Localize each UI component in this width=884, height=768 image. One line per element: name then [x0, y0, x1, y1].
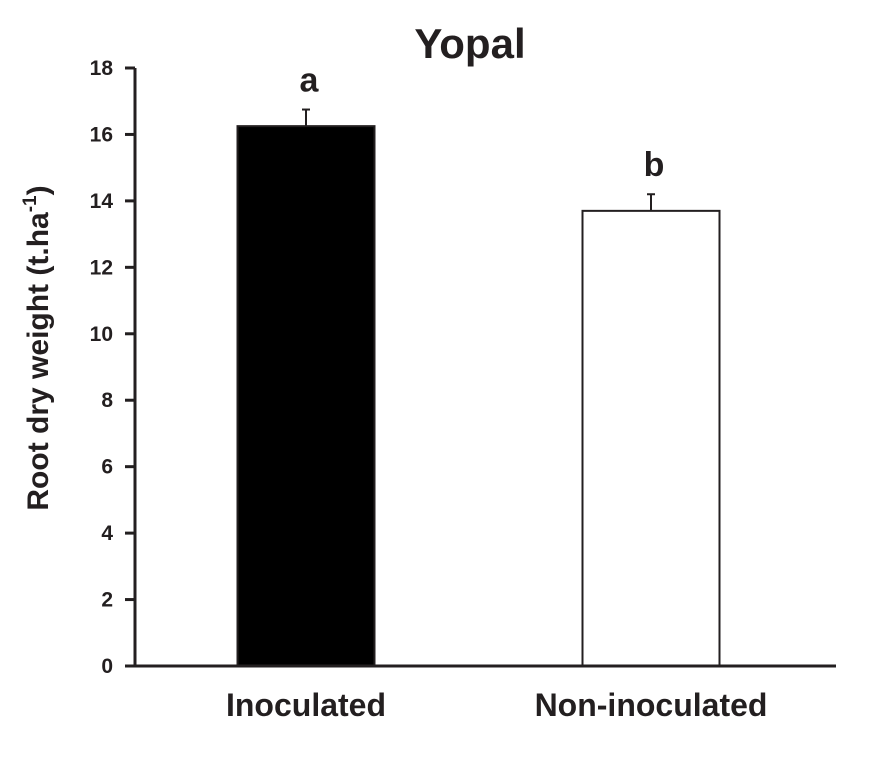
- significance-letter: b: [644, 146, 665, 184]
- y-axis-label: Root dry weight (t.ha-1): [20, 185, 55, 510]
- y-tick-label: 8: [101, 389, 113, 412]
- y-axis-label-superscript: -1: [20, 195, 41, 212]
- category-label: Non-inoculated: [535, 687, 768, 723]
- error-bars: [302, 108, 655, 211]
- y-tick-label: 0: [101, 655, 113, 678]
- y-tick-label: 6: [101, 456, 113, 479]
- y-tick-label: 18: [90, 57, 114, 80]
- y-tick-label: 10: [90, 323, 113, 346]
- x-axis-category-labels: Inoculated Non-inoculated: [226, 687, 767, 723]
- bar-0: [236, 125, 376, 667]
- significance-labels: ab: [300, 62, 665, 185]
- y-axis-ticks: 0 2 4 6 8 10 12 14 16 18: [90, 57, 135, 678]
- significance-letter: a: [300, 62, 320, 100]
- y-tick-label: 16: [90, 123, 113, 146]
- chart-title: Yopal: [414, 20, 525, 67]
- y-tick-label: 14: [90, 190, 114, 213]
- bars: [236, 125, 721, 667]
- y-tick-label: 4: [101, 522, 113, 545]
- y-tick-label: 12: [90, 256, 113, 279]
- y-tick-label: 2: [101, 589, 113, 612]
- category-label: Inoculated: [226, 687, 386, 723]
- bar-1: [581, 209, 721, 667]
